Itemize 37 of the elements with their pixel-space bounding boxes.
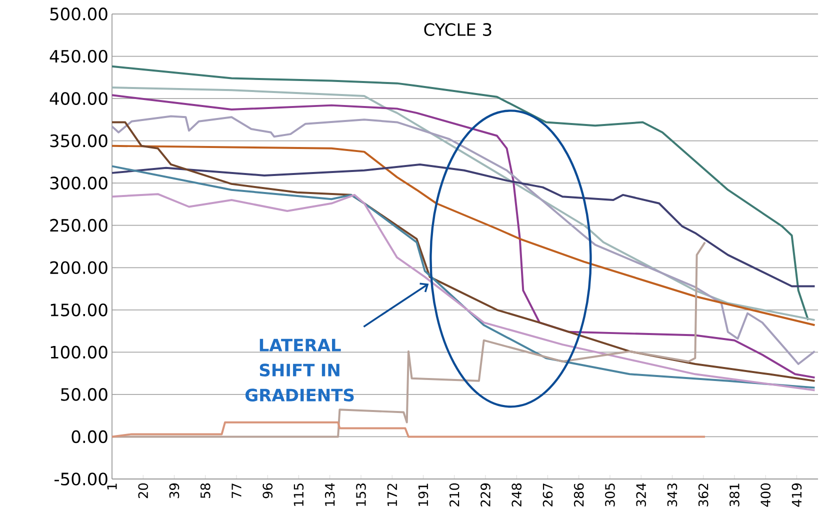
x-tick-label: 134 [324,483,335,506]
x-tick-label: 229 [480,483,490,506]
x-tick-label: 381 [730,484,740,506]
y-tick-label: -50.00 [54,472,108,486]
x-tick-label: 172 [387,484,397,506]
chart-title: CYCLE 3 [424,23,492,36]
y-tick-label: 50.00 [61,388,108,401]
x-tick-label: 115 [294,484,304,506]
x-tick-label: 362 [698,484,708,506]
y-tick-label: 200.00 [50,261,108,274]
x-tick-label: 20 [138,483,148,498]
x-tick-label: 248 [512,483,522,506]
y-tick-label: 450.00 [50,50,108,63]
x-tick-label: 1 [107,484,117,490]
x-tick-label: 305 [605,484,615,506]
x-tick-label: 39 [169,483,180,498]
x-tick-label: 400 [760,483,771,507]
x-tick-label: 210 [449,483,460,506]
x-tick-label: 286 [574,483,584,506]
y-tick-label: 500.00 [50,8,108,20]
x-tick-label: 267 [542,484,553,506]
y-tick-label: 250.00 [50,218,108,232]
y-tick-label: 150.00 [50,303,108,316]
x-tick-label: 343 [667,484,678,506]
y-tick-label: 300.00 [50,176,108,190]
x-tick-label: 96 [262,483,273,498]
y-tick-label: 100.00 [50,346,108,359]
y-tick-label: 0.00 [72,430,108,444]
x-tick-label: 77 [232,484,242,498]
x-tick-label: 324 [636,483,646,506]
annotation: LATERAL SHIFT IN GRADIENTS [245,338,354,402]
x-tick-label: 191 [418,484,428,506]
x-tick-label: 58 [200,483,210,498]
y-tick-label: 400.00 [50,92,108,105]
x-tick-label: 419 [792,483,802,507]
x-tick-label: 153 [356,484,366,506]
y-tick-label: 350.00 [50,134,108,148]
